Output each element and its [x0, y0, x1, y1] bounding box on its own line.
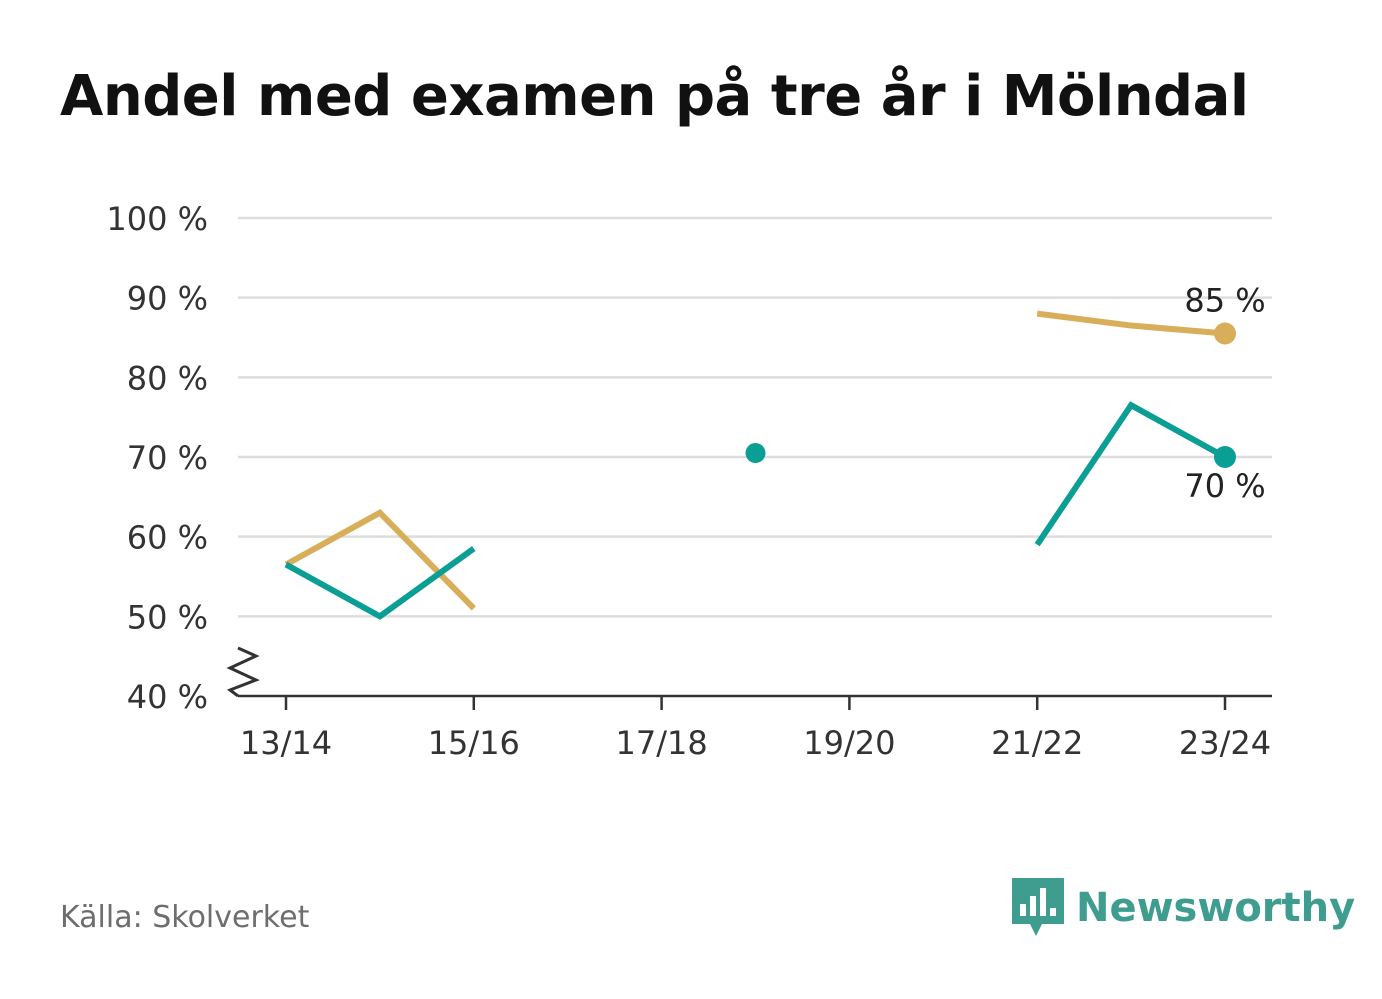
series-line [1034, 401, 1227, 547]
x-tick-label: 13/14 [240, 724, 332, 762]
x-tick-label: 19/20 [803, 724, 895, 762]
y-tick-label: 90 % [127, 280, 208, 318]
y-axis-tick-labels: 40 % 50 % 60 % 70 % 80 % 90 % 100 % [106, 200, 208, 716]
series-point [745, 443, 766, 464]
series-group [284, 310, 1236, 620]
y-tick-label: 40 % [127, 678, 208, 716]
data-label: 85 % [1184, 282, 1265, 320]
x-tick-label: 21/22 [991, 724, 1083, 762]
x-tick-label: 15/16 [428, 724, 520, 762]
y-tick-label: 60 % [127, 519, 208, 557]
newsworthy-icon [1012, 878, 1064, 936]
series-line [284, 509, 476, 611]
axis-break-icon [226, 646, 260, 698]
brand-name: Newsworthy [1076, 885, 1356, 931]
end-labels: 85 % 70 % [1184, 282, 1265, 505]
y-tick-label: 50 % [127, 598, 208, 636]
y-tick-label: 70 % [127, 439, 208, 477]
y-tick-label: 100 % [106, 200, 208, 238]
series-end-marker [1214, 446, 1236, 468]
source-note: Källa: Skolverket [60, 900, 310, 935]
grid-lines [238, 216, 1272, 618]
page-title: Andel med examen på tre år i Mölndal [60, 64, 1249, 129]
series-line [284, 546, 476, 620]
x-tick-label: 23/24 [1179, 724, 1271, 762]
y-tick-label: 80 % [127, 359, 208, 397]
x-tick-label: 17/18 [615, 724, 707, 762]
brand-logo: Newsworthy [1012, 878, 1355, 938]
x-axis-tick-labels: 13/14 15/16 17/18 19/20 21/22 23/24 [240, 724, 1271, 762]
data-label: 70 % [1184, 467, 1265, 505]
series-end-marker [1214, 322, 1236, 345]
x-axis [226, 646, 1272, 710]
series-line [1036, 310, 1226, 337]
